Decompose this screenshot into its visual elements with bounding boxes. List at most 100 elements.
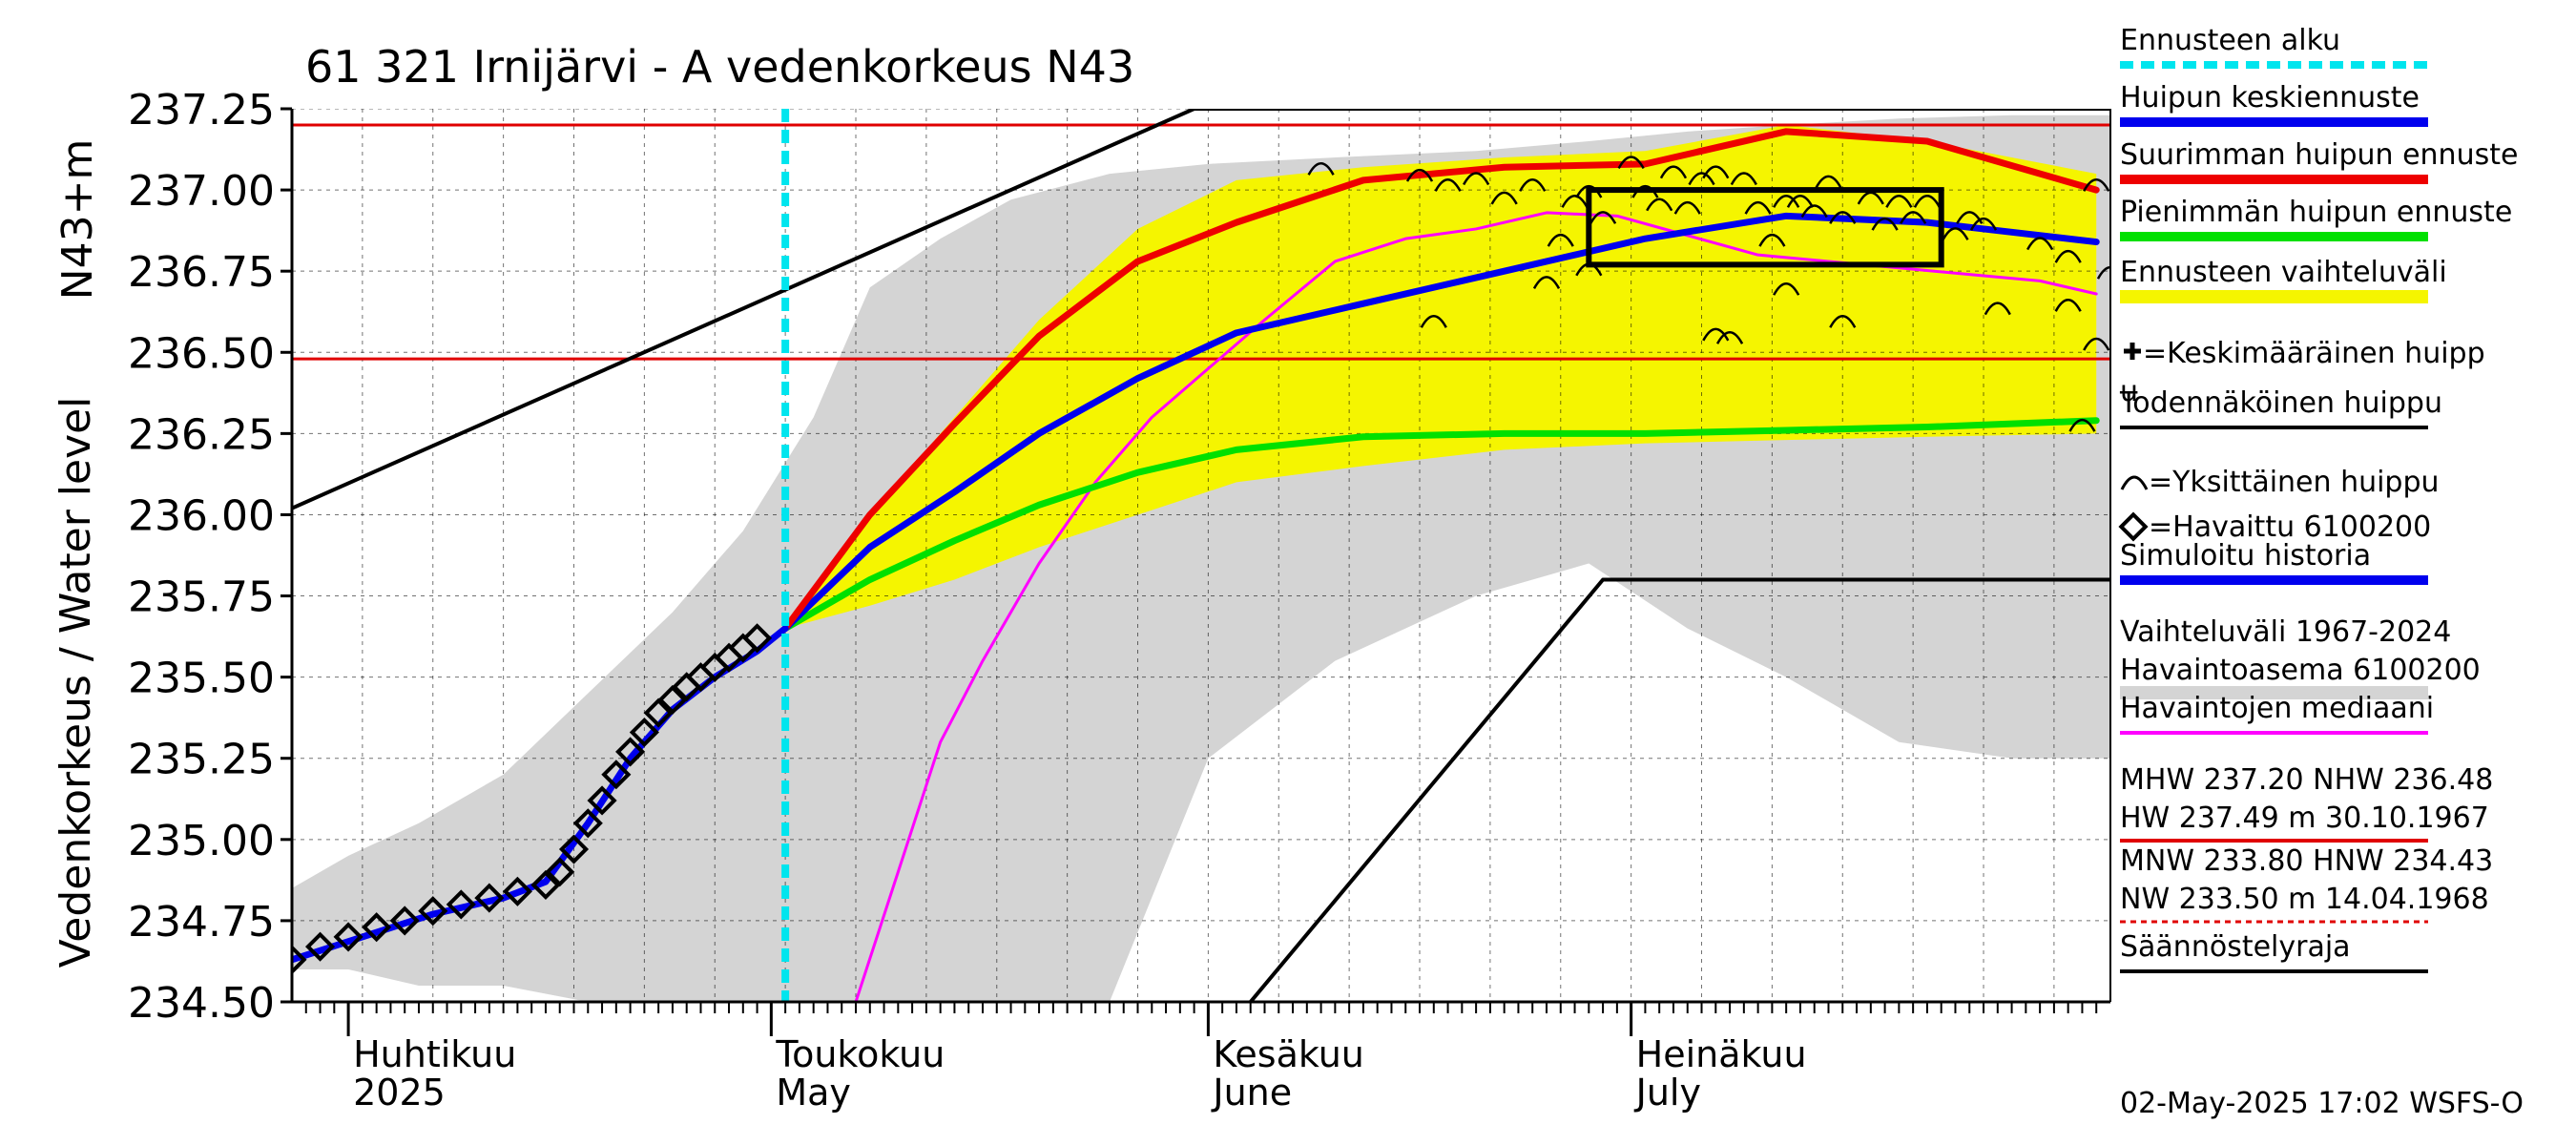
x-year-label: May — [776, 1072, 851, 1114]
x-month-label: Heinäkuu — [1636, 1033, 1807, 1075]
y-tick-label: 234.75 — [128, 898, 275, 947]
single-peak-marker — [1463, 172, 1490, 186]
observed-point — [629, 717, 659, 748]
legend-s-nn-stelyraja-label: Säännöstelyraja — [2120, 930, 2351, 964]
legend-ennusteen-vaihteluv-li-label: Ennusteen vaihteluväli — [2120, 256, 2447, 289]
legend-pienimm-n-huipun-ennuste-label: Pienimmän huipun ennuste — [2120, 196, 2512, 229]
observed-point — [362, 912, 392, 943]
single-peak-marker — [1786, 195, 1815, 208]
x-year-label: July — [1634, 1072, 1701, 1114]
single-peak-marker — [1913, 195, 1942, 208]
single-peak-marker — [1885, 195, 1913, 208]
single-peak-marker — [1969, 217, 1998, 231]
single-peak-marker — [1829, 211, 1857, 224]
legend-havaittu-6100200-label: =Havaittu 6100200 — [2149, 510, 2431, 544]
single-peak-marker — [1631, 184, 1659, 198]
single-peak-marker — [1659, 165, 1688, 179]
observed-point — [558, 834, 590, 864]
single-peak-marker — [1575, 184, 1603, 198]
observed-point — [545, 857, 575, 887]
y-tick-label: 236.50 — [128, 329, 275, 378]
legend-vaihteluv-li-1967-2024-label-2: Havaintoasema 6100200 — [2120, 654, 2481, 687]
single-peak-marker — [1561, 195, 1589, 208]
single-peak-marker — [1702, 327, 1730, 342]
single-peak-marker — [1829, 315, 1857, 328]
x-year-label: 2025 — [353, 1072, 446, 1114]
y-axis-label: Vedenkorkeus / Water level — [52, 397, 100, 968]
single-peak-marker — [2068, 418, 2096, 432]
y-axis-unit-label: N43+m — [53, 139, 102, 301]
x-month-label: Huhtikuu — [353, 1033, 516, 1075]
legend-yksitt-inen-huippu-symbol — [2120, 475, 2149, 490]
single-peak-marker — [1434, 178, 1462, 192]
single-peak-marker — [1673, 200, 1701, 215]
probable-peak-box — [1586, 187, 1944, 268]
single-peak-marker — [2054, 249, 2082, 263]
series-todenn-k-inen-huippu — [292, 109, 2110, 510]
y-tick-label: 237.25 — [128, 86, 275, 135]
observed-point — [615, 737, 646, 767]
legend-keskim-r-inen-huipp-label-2: u — [2120, 375, 2138, 408]
single-peak-marker — [2026, 237, 2054, 251]
observed-point — [742, 623, 773, 654]
single-peak-marker — [1773, 281, 1800, 296]
legend-ennusteen-alku-label: Ennusteen alku — [2120, 24, 2340, 57]
y-tick-label: 236.25 — [128, 410, 275, 459]
observed-point — [418, 896, 448, 926]
single-peak-marker — [1420, 315, 1447, 328]
observed-point — [657, 684, 688, 716]
single-peak-marker — [1744, 200, 1772, 215]
observed-point — [643, 697, 674, 728]
band-ennusteen-vaihteluv-li — [785, 125, 2097, 629]
single-peak-marker — [1730, 172, 1757, 186]
series-huipun-keskiennuste — [781, 212, 2100, 633]
series-s-nn-stelyraja — [1248, 577, 2110, 1002]
single-peak-marker — [1307, 162, 1335, 176]
chart-title: 61 321 Irnijärvi - A vedenkorkeus N43 — [305, 41, 1134, 93]
y-tick-label: 235.00 — [128, 817, 275, 865]
legend-suurimman-huipun-ennuste-label: Suurimman huipun ennuste — [2120, 138, 2518, 172]
single-peak-marker — [1547, 233, 1574, 247]
x-month-label: Toukokuu — [775, 1033, 945, 1075]
plot-area — [292, 109, 2110, 1002]
single-peak-marker — [1815, 175, 1842, 189]
legend-havaittu-6100200-symbol — [2118, 511, 2149, 542]
legend-simuloitu-historia-label: Simuloitu historia — [2120, 539, 2371, 572]
observed-point — [304, 931, 336, 962]
single-peak-marker — [1405, 168, 1434, 182]
y-tick-label: 236.00 — [128, 491, 275, 540]
x-month-label: Kesäkuu — [1213, 1033, 1364, 1075]
series-suurimman-huipun-ennuste — [781, 128, 2100, 633]
single-peak-marker — [1900, 211, 1927, 224]
single-peak-marker — [1490, 191, 1518, 205]
single-peak-marker — [2083, 178, 2110, 192]
observed-point — [474, 883, 505, 913]
y-tick-label: 237.00 — [128, 167, 275, 216]
legend-huipun-keskiennuste-label: Huipun keskiennuste — [2120, 81, 2420, 114]
observed-point — [587, 785, 617, 816]
single-peak-marker — [1702, 165, 1730, 179]
y-tick-label: 235.75 — [128, 573, 275, 622]
single-peak-marker — [1715, 331, 1744, 344]
observed-point — [333, 922, 364, 952]
legend-vaihteluv-li-1967-2024-label: Vaihteluväli 1967-2024 — [2120, 615, 2451, 649]
single-peak-marker — [2054, 299, 2082, 312]
legend-mhw-237-20-nhw-236-48-label-2: HW 237.49 m 30.10.1967 — [2120, 802, 2489, 835]
legend-mhw-237-20-nhw-236-48-label: MHW 237.20 NHW 236.48 — [2120, 763, 2493, 797]
single-peak-marker — [2083, 337, 2110, 351]
y-tick-label: 235.50 — [128, 655, 275, 703]
legend-keskim-r-inen-huipp-symbol — [2124, 343, 2141, 360]
legend-todenn-k-inen-huippu-label: Todennäköinen huippu — [2119, 386, 2442, 420]
single-peak-marker — [1589, 211, 1617, 224]
single-peak-marker — [1984, 302, 2011, 316]
legend-havaintojen-mediaani-label: Havaintojen mediaani — [2120, 692, 2434, 725]
legend: Ennusteen alku Huipun keskiennuste Suurimm… — [2118, 24, 2518, 973]
single-peak-marker — [1773, 195, 1800, 208]
single-peak-marker — [2096, 265, 2110, 280]
legend-mnw-233-80-hnw-234-43-label-2: NW 233.50 m 14.04.1968 — [2120, 883, 2489, 916]
single-peak-marker — [1871, 217, 1899, 231]
y-tick-label: 234.50 — [128, 979, 275, 1028]
legend-yksitt-inen-huippu-label: =Yksittäinen huippu — [2149, 466, 2440, 499]
observed-point — [446, 889, 476, 920]
